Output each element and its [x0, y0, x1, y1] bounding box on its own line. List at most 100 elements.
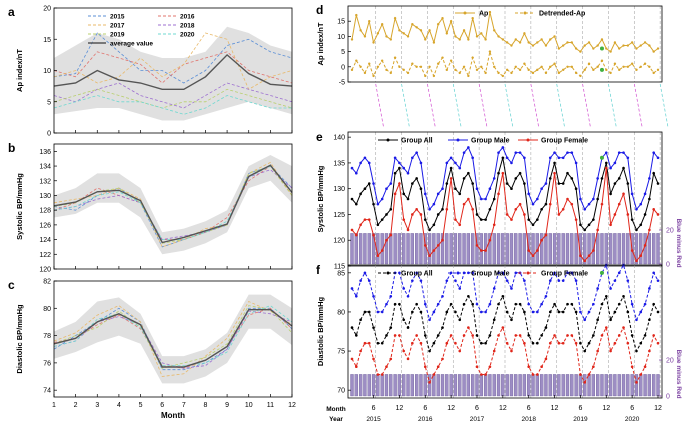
difference-bar	[591, 374, 596, 397]
year-tick-label: 2015	[366, 416, 381, 423]
link-line	[452, 83, 462, 129]
data-point	[566, 197, 569, 201]
data-point	[613, 161, 617, 165]
y-tick-label: 122	[39, 252, 51, 259]
data-point	[367, 341, 371, 345]
data-point	[540, 238, 543, 242]
data-point	[406, 228, 410, 232]
difference-bar	[522, 374, 527, 397]
data-point	[635, 349, 638, 353]
data-point	[574, 71, 578, 75]
difference-bar	[453, 233, 458, 265]
difference-bar	[358, 233, 363, 265]
difference-bar	[501, 374, 505, 397]
legend-label: 2015	[110, 14, 125, 21]
data-point	[428, 254, 431, 257]
data-point	[553, 271, 556, 275]
data-point	[622, 44, 625, 47]
data-point	[553, 35, 556, 38]
data-point	[613, 62, 617, 65]
data-point	[359, 349, 362, 353]
data-point	[540, 334, 543, 337]
data-point	[518, 202, 522, 206]
link-line	[401, 83, 410, 129]
difference-bar	[350, 374, 354, 397]
data-point	[445, 341, 449, 345]
legend-marker	[526, 271, 530, 275]
data-point	[544, 202, 548, 206]
data-point	[566, 334, 569, 337]
data-point	[540, 208, 543, 211]
difference-bar	[639, 233, 643, 265]
difference-bar	[384, 374, 389, 397]
data-point	[428, 318, 431, 322]
difference-bar	[596, 374, 600, 397]
data-point	[389, 71, 392, 75]
data-point	[501, 171, 505, 175]
data-point	[467, 38, 470, 41]
difference-bar	[652, 374, 656, 397]
difference-bar	[544, 233, 548, 265]
difference-bar	[565, 233, 570, 265]
difference-bar	[440, 374, 445, 397]
data-point	[510, 44, 513, 47]
x-tick-label: 2	[74, 402, 78, 409]
data-point	[656, 279, 660, 282]
data-point	[561, 68, 565, 72]
x-tick-label: 12	[288, 402, 296, 409]
x-tick-label: 1	[52, 402, 56, 409]
data-point	[531, 341, 535, 345]
data-point	[402, 349, 406, 353]
data-point	[406, 294, 410, 298]
data-point	[523, 310, 526, 314]
data-point	[441, 208, 444, 211]
data-point	[510, 71, 513, 75]
data-point	[626, 182, 630, 185]
difference-bar	[414, 374, 419, 397]
y-axis-label: Systolic BP/mmHg	[15, 173, 24, 240]
data-point	[609, 166, 612, 170]
difference-bar	[583, 233, 587, 265]
data-point	[643, 365, 647, 369]
data-point	[570, 334, 574, 337]
plot-frame	[347, 264, 663, 399]
data-point	[561, 156, 565, 160]
data-point	[566, 302, 569, 306]
data-point	[479, 310, 483, 314]
data-point	[648, 197, 651, 201]
y-tick-label: 0	[47, 131, 51, 138]
data-point	[656, 213, 660, 216]
data-point	[363, 35, 367, 38]
data-point	[587, 254, 591, 257]
legend-label: 2020	[180, 32, 195, 39]
data-point	[540, 38, 543, 41]
data-point	[536, 341, 539, 345]
data-point	[350, 287, 354, 290]
data-point	[406, 357, 410, 361]
data-point	[557, 156, 561, 160]
data-point	[566, 65, 569, 69]
data-point	[536, 68, 539, 72]
difference-bar	[570, 233, 574, 265]
data-point	[441, 56, 444, 59]
month-tick-label: 12	[654, 405, 662, 412]
difference-bar	[557, 233, 561, 265]
data-point	[402, 192, 406, 196]
data-point	[609, 287, 612, 290]
data-point	[436, 213, 440, 216]
data-point	[449, 156, 453, 160]
data-point	[475, 187, 479, 190]
data-point	[501, 156, 505, 160]
difference-bar	[427, 233, 432, 265]
data-point	[587, 62, 591, 65]
data-point	[471, 334, 474, 337]
data-point	[432, 341, 436, 345]
data-point	[583, 381, 587, 384]
range-band	[54, 155, 292, 255]
data-point	[656, 341, 660, 345]
data-point	[479, 249, 483, 252]
data-point	[604, 294, 608, 298]
data-point	[566, 171, 569, 175]
data-point	[553, 334, 556, 337]
data-point	[493, 65, 496, 69]
